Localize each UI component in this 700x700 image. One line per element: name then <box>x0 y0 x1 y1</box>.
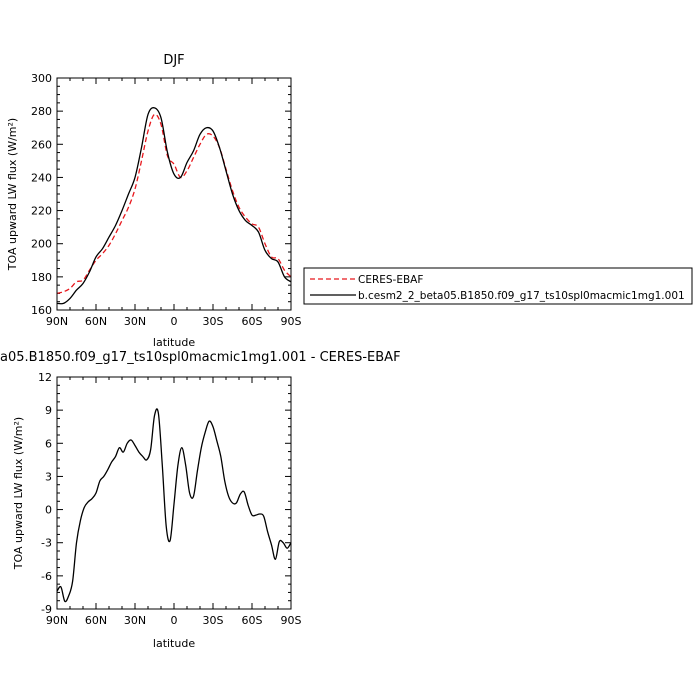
x-tick-label: 90S <box>281 614 302 627</box>
y-tick-label: -6 <box>41 570 52 583</box>
y-tick-label: 280 <box>31 105 52 118</box>
x-tick-label: 90N <box>46 614 68 627</box>
y-axis-label: TOA upward LW flux (W/m²) <box>6 118 19 271</box>
y-tick-label: -9 <box>41 603 52 616</box>
chart-title: a05.B1850.f09_g17_ts10spl0macmic1mg1.001… <box>0 350 401 365</box>
series-line-0-0 <box>56 113 292 295</box>
x-tick-label: 30S <box>203 315 224 328</box>
y-tick-label: 200 <box>31 238 52 251</box>
y-tick-label: -3 <box>41 537 52 550</box>
x-tick-label: 60N <box>85 614 107 627</box>
y-tick-label: 260 <box>31 138 52 151</box>
y-tick-label: 12 <box>38 371 52 384</box>
chart-title: DJF <box>163 53 184 68</box>
y-axis-label: TOA upward LW flux (W/m²) <box>12 417 25 570</box>
y-tick-label: 180 <box>31 271 52 284</box>
series-line-0-1 <box>56 107 292 305</box>
djf-flux-panel: DJF 160 180 200 220 240 260 280 300 90N 60N 30N 0 30… <box>6 53 693 349</box>
y-tick-label: 240 <box>31 171 52 184</box>
difference-panel: a05.B1850.f09_g17_ts10spl0macmic1mg1.001… <box>0 350 401 650</box>
x-tick-label: 90N <box>46 315 68 328</box>
y-tick-label: 300 <box>31 72 52 85</box>
x-axis-label: latitude <box>153 336 195 349</box>
plot-frame <box>56 376 292 610</box>
legend-label-model: b.cesm2_2_beta05.B1850.f09_g17_ts10spl0m… <box>358 290 685 302</box>
x-tick-label: 60S <box>242 614 263 627</box>
series-line-1-0 <box>56 408 292 603</box>
legend: CERES-EBAF b.cesm2_2_beta05.B1850.f09_g1… <box>303 267 693 305</box>
x-tick-label: 60S <box>242 315 263 328</box>
legend-box <box>303 267 693 305</box>
x-tick-label: 0 <box>171 315 178 328</box>
y-tick-label: 0 <box>45 504 52 517</box>
x-axis-label: latitude <box>153 637 195 650</box>
x-tick-label: 30N <box>124 315 146 328</box>
legend-label-ceres: CERES-EBAF <box>358 274 423 286</box>
y-tick-label: 9 <box>45 404 52 417</box>
x-tick-label: 30N <box>124 614 146 627</box>
y-tick-label: 6 <box>45 437 52 450</box>
x-tick-label: 60N <box>85 315 107 328</box>
y-tick-label: 3 <box>45 470 52 483</box>
x-tick-label: 0 <box>171 614 178 627</box>
x-tick-label: 90S <box>281 315 302 328</box>
y-tick-label: 160 <box>31 304 52 317</box>
x-tick-label: 30S <box>203 614 224 627</box>
y-tick-label: 220 <box>31 205 52 218</box>
plot-frame <box>56 77 292 311</box>
